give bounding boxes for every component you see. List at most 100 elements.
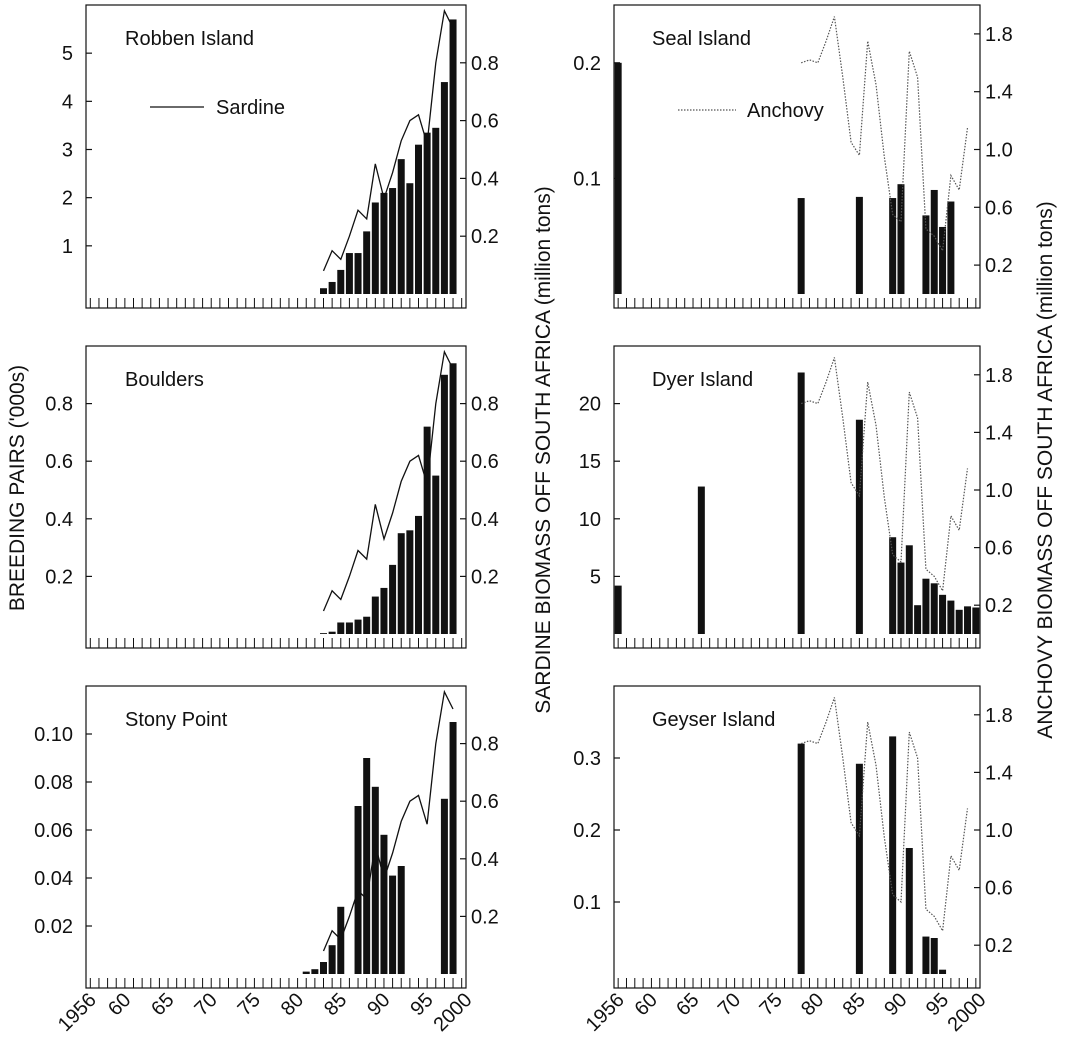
bar-1996 [432, 475, 440, 634]
panel-frame [85, 4, 467, 309]
y-tick-label: 3 [62, 140, 73, 162]
bar-1984 [328, 945, 336, 974]
left-axis-label: BREEDING PAIRS ('000s) [6, 365, 29, 611]
bar-1989 [371, 786, 379, 974]
bar-1981 [302, 971, 310, 974]
biomass-tick-label: 0.6 [985, 878, 1013, 900]
x-tick-label: 90 [363, 989, 394, 1020]
panel-frame [613, 345, 981, 649]
biomass-tick-label: 1.4 [985, 82, 1013, 104]
y-tick-label: 0.2 [573, 820, 601, 842]
biomass-tick-label: 1.0 [985, 480, 1013, 502]
bar-1982 [311, 969, 319, 974]
y-tick-label: 0.4 [45, 509, 73, 531]
bar-1991 [389, 188, 397, 294]
y-tick-label: 5 [590, 566, 601, 588]
bar-1997 [440, 374, 448, 634]
biomass-tick-label: 0.8 [471, 394, 499, 416]
biomass-tick-label: 1.4 [985, 422, 1013, 444]
bar-1996 [432, 127, 440, 294]
bar-1991 [389, 564, 397, 634]
bar-1997 [440, 82, 448, 294]
bar-1990 [897, 184, 905, 294]
x-tick-label: 90 [880, 989, 911, 1020]
bar-1989 [889, 537, 897, 634]
panel-title: Stony Point [125, 709, 228, 731]
bar-1993 [922, 936, 930, 974]
y-tick-label: 0.6 [45, 451, 73, 473]
legend-sardine: Sardine [150, 97, 285, 119]
y-tick-label: 10 [579, 509, 601, 531]
bar-1990 [380, 834, 388, 974]
bar-1990 [380, 587, 388, 634]
y-tick-label: 0.1 [573, 892, 601, 914]
bar-1992 [397, 533, 405, 634]
bar-1999 [972, 607, 980, 634]
biomass-tick-label: 0.6 [471, 111, 499, 133]
bar-1991 [905, 545, 913, 634]
bar-1956 [614, 585, 622, 634]
bar-1985 [337, 269, 345, 294]
bar-1984 [328, 281, 336, 294]
bar-1997 [440, 798, 448, 974]
bar-1988 [363, 616, 371, 634]
biomass-tick-label: 1.0 [985, 820, 1013, 842]
y-tick-label: 0.10 [34, 724, 73, 746]
bar-1993 [406, 183, 414, 294]
x-tick-label: 2000 [944, 989, 991, 1036]
y-tick-label: 0.3 [573, 748, 601, 770]
biomass-tick-label: 0.2 [985, 935, 1013, 957]
panel-dyer-island: Dyer Island 5 10 15 20 0.2 0.6 1.0 1.4 1.8 [579, 345, 1013, 649]
x-tick-label: 2000 [430, 989, 477, 1036]
y-tick-label: 0.02 [34, 916, 73, 938]
bar-1994 [415, 144, 422, 294]
bar-1995 [939, 594, 947, 634]
x-tick-label: 75 [755, 989, 786, 1020]
bar-1998 [449, 19, 457, 294]
bar-1989 [371, 202, 379, 294]
bar-1992 [914, 605, 922, 634]
bar-1997 [955, 609, 963, 634]
biomass-tick-label: 1.8 [985, 365, 1013, 387]
bar-1995 [939, 969, 947, 974]
x-tick-label: 65 [672, 989, 703, 1020]
biomass-tick-label: 0.2 [471, 566, 499, 588]
x-tick-label: 95 [406, 989, 437, 1020]
panel-title: Dyer Island [652, 369, 753, 391]
anchovy-biomass-line [801, 697, 969, 933]
biomass-tick-label: 0.4 [471, 849, 499, 871]
bar-1993 [922, 578, 930, 634]
bar-1995 [939, 226, 947, 294]
y-tick-label: 15 [579, 451, 601, 473]
y-tick-label: 0.2 [45, 566, 73, 588]
bar-1988 [363, 758, 371, 974]
bar-1966 [697, 486, 705, 634]
bar-1994 [415, 515, 422, 634]
panel-frame [613, 4, 981, 309]
panels: Robben Island 1 2 3 4 5 0.2 0.4 0.6 0.8 Boulders 0.… [34, 4, 1013, 1036]
biomass-tick-label: 0.4 [471, 168, 499, 190]
bar-1991 [905, 848, 913, 974]
panel-stony-point: Stony Point 0.02 0.04 0.06 0.08 0.10 0.2 0.4 0.6… [34, 685, 499, 1036]
x-tick-label: 1956 [54, 989, 101, 1036]
bar-1996 [947, 201, 955, 294]
x-tick-label: 80 [797, 989, 828, 1020]
bar-1985 [855, 196, 863, 294]
middle-axis-label: SARDINE BIOMASS OFF SOUTH AFRICA (millio… [532, 186, 555, 713]
sardine-biomass-line [322, 689, 454, 952]
bar-1994 [930, 583, 938, 634]
biomass-tick-label: 1.8 [985, 705, 1013, 727]
bar-1986 [345, 622, 353, 634]
bar-1989 [889, 736, 897, 974]
bar-1984 [328, 631, 336, 634]
bar-1995 [423, 132, 431, 294]
x-tick-label: 80 [277, 989, 308, 1020]
right-axis-label: ANCHOVY BIOMASS OFF SOUTH AFRICA (millio… [1034, 201, 1057, 739]
bar-1989 [889, 198, 897, 294]
biomass-tick-label: 0.2 [985, 595, 1013, 617]
panel-frame [613, 685, 981, 989]
y-tick-label: 4 [62, 91, 73, 113]
biomass-tick-label: 0.2 [985, 255, 1013, 277]
bar-1986 [345, 253, 353, 294]
bar-1991 [389, 875, 397, 974]
